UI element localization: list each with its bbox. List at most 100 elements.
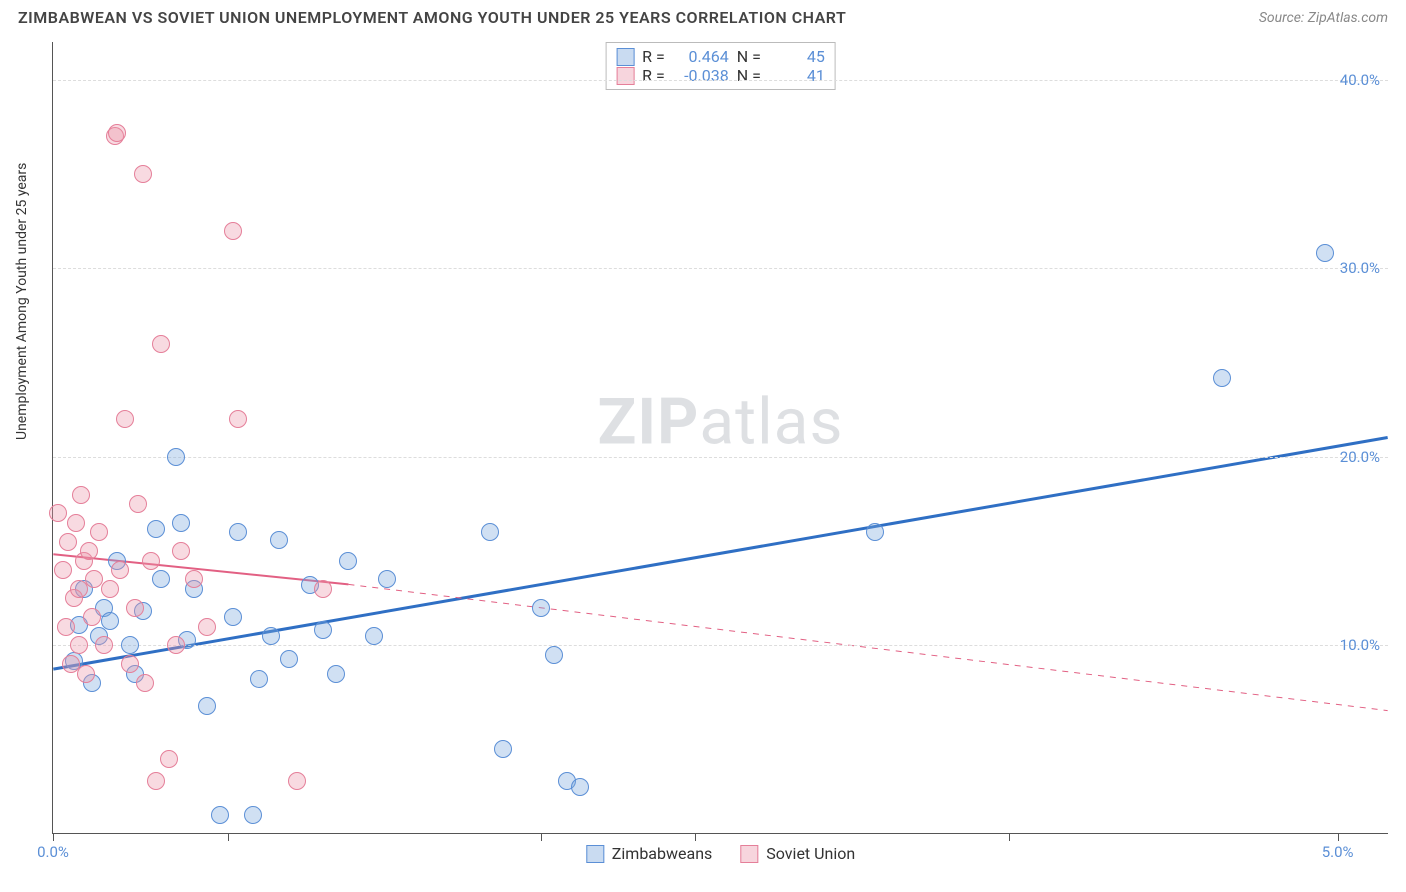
data-point bbox=[142, 552, 160, 570]
data-point bbox=[365, 627, 383, 645]
data-point bbox=[270, 531, 288, 549]
data-point bbox=[314, 621, 332, 639]
data-point bbox=[160, 750, 178, 768]
data-point bbox=[494, 740, 512, 758]
data-point bbox=[101, 580, 119, 598]
data-point bbox=[185, 570, 203, 588]
data-point bbox=[244, 806, 262, 824]
watermark: ZIPatlas bbox=[598, 384, 844, 459]
data-point bbox=[288, 772, 306, 790]
r-label: R = bbox=[642, 66, 665, 85]
y-tick-label: 10.0% bbox=[1340, 636, 1380, 654]
data-point bbox=[108, 124, 126, 142]
swatch-icon bbox=[740, 845, 758, 863]
gridline bbox=[53, 80, 1388, 81]
data-point bbox=[111, 561, 129, 579]
swatch-icon bbox=[586, 845, 604, 863]
data-point bbox=[70, 636, 88, 654]
data-point bbox=[80, 542, 98, 560]
data-point bbox=[224, 222, 242, 240]
x-tick bbox=[1338, 833, 1339, 841]
data-point bbox=[229, 410, 247, 428]
n-value: 41 bbox=[769, 66, 825, 85]
chart-plot-area: ZIPatlas R =0.464N =45R =-0.038N =41 Zim… bbox=[52, 42, 1388, 834]
data-point bbox=[121, 636, 139, 654]
data-point bbox=[262, 627, 280, 645]
x-tick bbox=[228, 833, 229, 841]
x-tick-label: 5.0% bbox=[1322, 843, 1354, 861]
data-point bbox=[95, 636, 113, 654]
x-tick bbox=[541, 833, 542, 841]
r-value: -0.038 bbox=[673, 66, 729, 85]
gridline bbox=[53, 457, 1388, 458]
data-point bbox=[1213, 369, 1231, 387]
data-point bbox=[571, 778, 589, 796]
data-point bbox=[152, 570, 170, 588]
data-point bbox=[1316, 244, 1334, 262]
data-point bbox=[167, 636, 185, 654]
data-point bbox=[250, 670, 268, 688]
data-point bbox=[72, 486, 90, 504]
data-point bbox=[172, 542, 190, 560]
data-point bbox=[83, 608, 101, 626]
data-point bbox=[172, 514, 190, 532]
data-point bbox=[152, 335, 170, 353]
data-point bbox=[147, 772, 165, 790]
chart-title: ZIMBABWEAN VS SOVIET UNION UNEMPLOYMENT … bbox=[18, 8, 846, 27]
data-point bbox=[339, 552, 357, 570]
data-point bbox=[198, 618, 216, 636]
data-point bbox=[229, 523, 247, 541]
data-point bbox=[101, 612, 119, 630]
data-point bbox=[134, 165, 152, 183]
data-point bbox=[67, 514, 85, 532]
x-tick bbox=[1009, 833, 1010, 841]
data-point bbox=[224, 608, 242, 626]
data-point bbox=[136, 674, 154, 692]
data-point bbox=[198, 697, 216, 715]
data-point bbox=[327, 665, 345, 683]
legend-item: Soviet Union bbox=[740, 844, 855, 863]
data-point bbox=[481, 523, 499, 541]
correlation-stats-box: R = 0.464 N = 45 R = -0.038 N = 41 bbox=[605, 42, 836, 90]
data-point bbox=[532, 599, 550, 617]
data-point bbox=[280, 650, 298, 668]
y-tick-label: 20.0% bbox=[1340, 448, 1380, 466]
x-tick bbox=[53, 833, 54, 841]
legend-label: Zimbabweans bbox=[612, 844, 712, 863]
swatch-icon bbox=[616, 48, 634, 66]
data-point bbox=[314, 580, 332, 598]
y-tick-label: 30.0% bbox=[1340, 259, 1380, 277]
data-point bbox=[167, 448, 185, 466]
stats-row: R = 0.464 N = 45 bbox=[616, 47, 825, 66]
x-tick-label: 0.0% bbox=[37, 843, 69, 861]
y-axis-label: Unemployment Among Youth under 25 years bbox=[14, 163, 30, 440]
gridline bbox=[53, 645, 1388, 646]
data-point bbox=[59, 533, 77, 551]
n-value: 45 bbox=[769, 47, 825, 66]
n-label: N = bbox=[737, 66, 761, 85]
data-point bbox=[121, 655, 139, 673]
data-point bbox=[54, 561, 72, 579]
data-point bbox=[90, 523, 108, 541]
data-point bbox=[77, 665, 95, 683]
data-point bbox=[126, 599, 144, 617]
y-tick-label: 40.0% bbox=[1340, 71, 1380, 89]
data-point bbox=[545, 646, 563, 664]
x-tick bbox=[695, 833, 696, 841]
n-label: N = bbox=[737, 47, 761, 66]
gridline bbox=[53, 268, 1388, 269]
data-point bbox=[57, 618, 75, 636]
r-label: R = bbox=[642, 47, 665, 66]
data-point bbox=[866, 523, 884, 541]
stats-row: R = -0.038 N = 41 bbox=[616, 66, 825, 85]
source-attribution: Source: ZipAtlas.com bbox=[1259, 10, 1388, 26]
data-point bbox=[378, 570, 396, 588]
data-point bbox=[211, 806, 229, 824]
data-point bbox=[129, 495, 147, 513]
series-legend: Zimbabweans Soviet Union bbox=[586, 844, 855, 863]
data-point bbox=[49, 504, 67, 522]
r-value: 0.464 bbox=[673, 47, 729, 66]
data-point bbox=[147, 520, 165, 538]
legend-label: Soviet Union bbox=[766, 844, 855, 863]
data-point bbox=[116, 410, 134, 428]
